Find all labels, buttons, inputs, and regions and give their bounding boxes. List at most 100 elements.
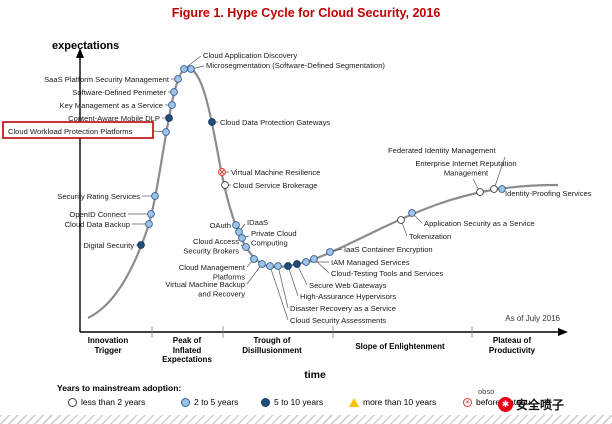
hype-point	[180, 65, 188, 73]
hype-point-label: IAM Managed Services	[331, 258, 410, 267]
dark-blue-circle-icon	[261, 397, 270, 407]
hype-point	[208, 118, 216, 126]
hype-point-label: Tokenization	[409, 232, 451, 241]
highlight-box	[2, 121, 154, 139]
hype-point	[187, 65, 195, 73]
hype-point-label: Identity-Proofing Services	[505, 189, 592, 198]
x-axis-arrow-icon	[558, 328, 568, 336]
hype-point-label: OAuth	[209, 221, 231, 230]
hype-point	[293, 260, 301, 268]
hype-point-label: Cloud Application Discovery	[203, 51, 297, 60]
hype-point	[498, 185, 506, 193]
hype-point-label: Cloud Data Backup	[65, 220, 130, 229]
phase-label-innovation-trigger: Innovation Trigger	[87, 336, 129, 355]
hype-point-label: Digital Security	[83, 241, 134, 250]
leader-line	[269, 265, 289, 321]
hype-point	[151, 192, 159, 200]
hype-point	[168, 101, 176, 109]
hype-point-label: SaaS Platform Security Management	[44, 75, 170, 84]
white-circle-icon	[68, 397, 77, 407]
hype-point-label: Secure Web Gateways	[309, 281, 387, 290]
hype-point-label: Enterprise Internet Reputation Management	[415, 159, 516, 177]
legend-item-y2to5: 2 to 5 years	[181, 397, 238, 407]
hype-point	[137, 241, 145, 249]
legend-item-label: less than 2 years	[81, 397, 146, 407]
hype-point	[235, 228, 243, 236]
hype-point-label: Cloud Security Assessments	[290, 316, 386, 325]
hype-point	[258, 260, 266, 268]
hype-point-label: Disaster Recovery as a Service	[290, 304, 396, 313]
hype-point-label: Content-Aware Mobile DLP	[68, 114, 160, 123]
leader-line	[246, 263, 263, 285]
red-badge-icon: ✱	[498, 397, 513, 412]
hype-point-label: IaaS Container Encryption	[344, 245, 433, 254]
legend-item-label: 5 to 10 years	[274, 397, 324, 407]
hype-point	[408, 209, 416, 217]
hype-point-label: High-Assurance Hypervisors	[300, 292, 396, 301]
hype-point-label: Federated Identity Management	[388, 146, 497, 155]
phase-label-plateau-of-productivity: Plateau of Productivity	[488, 336, 536, 355]
legend-item-lt2: less than 2 years	[68, 397, 145, 407]
hype-point	[250, 255, 258, 263]
light-blue-circle-icon	[181, 397, 190, 407]
hype-point-label: Cloud Data Protection Gateways	[220, 118, 330, 127]
legend-item-label: 2 to 5 years	[194, 397, 239, 407]
hype-point	[238, 234, 246, 242]
hype-point	[476, 188, 484, 196]
hype-point	[165, 114, 173, 122]
legend-item-label: more than 10 years	[363, 397, 437, 407]
hype-point	[242, 243, 250, 251]
hype-point-label: Key Management as a Service	[60, 101, 163, 110]
crossed-circle-icon: ×	[463, 397, 472, 407]
hype-point-label: OpenID Connect	[69, 210, 126, 219]
obsolete-marker-icon	[218, 168, 226, 176]
leader-line	[493, 156, 506, 190]
hype-point-label: Cloud Workload Protection Platforms	[8, 127, 133, 136]
x-axis-label: time	[304, 369, 326, 381]
hype-point	[170, 88, 178, 96]
y-axis-label: expectations	[52, 40, 120, 52]
hype-point-label: Private Cloud Computing	[251, 229, 297, 247]
hype-point	[147, 210, 155, 218]
watermark-text: 安全喷子	[516, 398, 565, 412]
legend-obscured-text: obso	[478, 387, 495, 396]
hype-point-label: Cloud-Testing Tools and Services	[331, 269, 443, 278]
hype-point	[174, 75, 182, 83]
hype-point	[145, 220, 153, 228]
hype-point-label: Software-Defined Perimeter	[72, 88, 166, 97]
hype-point-label: Cloud Management Platforms	[179, 263, 246, 281]
phase-label-slope-of-enlightenment: Slope of Enlightenment	[355, 342, 445, 351]
hype-point-label: Application Security as a Service	[424, 219, 535, 228]
hype-point-label: IDaaS	[247, 218, 268, 227]
hype-point	[232, 221, 240, 229]
phase-label-peak-of-inflated-expectations: Peak of Inflated Expectations	[162, 336, 212, 364]
bottom-hatch-pattern	[0, 415, 612, 424]
leader-line	[277, 265, 289, 309]
legend-item-y5to10: 5 to 10 years	[261, 397, 323, 407]
hype-point	[274, 262, 282, 270]
legend-title: Years to mainstream adoption:	[57, 383, 182, 393]
hype-point	[310, 255, 318, 263]
hype-point-label: Cloud Access Security Brokers	[183, 237, 239, 255]
hype-point-label: Virtual Machine Resilience	[231, 168, 320, 177]
hype-point	[162, 128, 170, 136]
legend-item-gt10: more than 10 years	[349, 397, 436, 407]
as-of-date: As of July 2016	[505, 314, 560, 323]
hype-point	[221, 181, 229, 189]
phase-label-trough-of-disillusionment: Trough of Disillusionment	[242, 336, 302, 355]
watermark: ✱ 安全喷子	[498, 396, 564, 413]
y-axis-arrow-icon	[76, 48, 84, 58]
hype-point	[397, 216, 405, 224]
hype-point-label: Virtual Machine Backup and Recovery	[165, 280, 245, 298]
hype-point-label: Security Rating Services	[57, 192, 140, 201]
hype-point	[302, 258, 310, 266]
hype-point-label: Cloud Service Brokerage	[233, 181, 317, 190]
hype-point	[490, 185, 498, 193]
hype-point	[266, 262, 274, 270]
figure-title: Figure 1. Hype Cycle for Cloud Security,…	[171, 6, 441, 20]
hype-point	[284, 262, 292, 270]
leader-line	[287, 265, 299, 297]
